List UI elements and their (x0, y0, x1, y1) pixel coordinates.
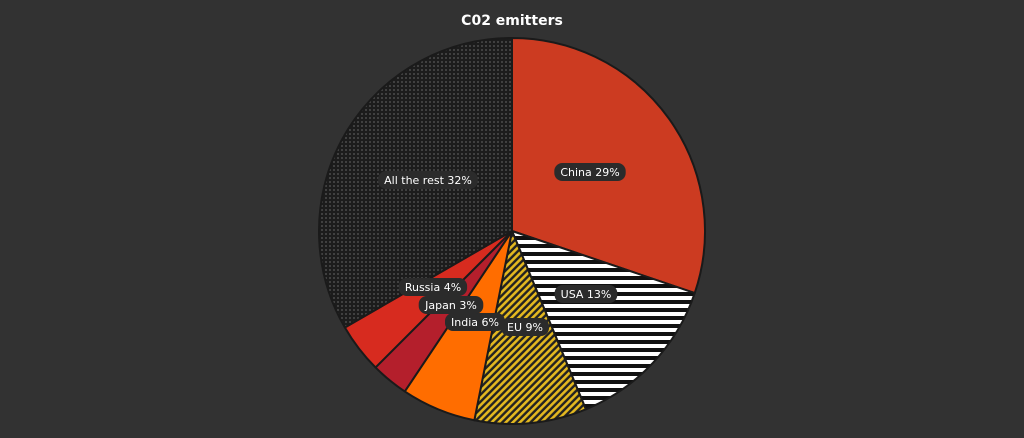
pie-label-background (418, 296, 484, 314)
chart-title: C02 emitters (461, 13, 563, 29)
pie-label-background (398, 278, 468, 296)
pie-label-text: China 29% (560, 166, 619, 179)
pie-label-background (554, 163, 626, 181)
pie-label-text: Russia 4% (405, 281, 461, 294)
pie-label-text: EU 9% (507, 321, 543, 334)
pie-label-russia: Russia 4% (398, 278, 468, 296)
pie-label-background (501, 318, 549, 336)
pie-label-text: Japan 3% (424, 299, 477, 312)
pie-label-text: USA 13% (561, 288, 612, 301)
pie-label-background (378, 171, 478, 189)
pie-label-eu: EU 9% (501, 318, 549, 336)
pie-label-text: All the rest 32% (384, 174, 472, 187)
pie-labels: China 29% USA 13% EU 9% India 6% Japan 3% Rus… (378, 163, 626, 336)
pie-label-background (554, 285, 618, 303)
pie-label-japan: Japan 3% (418, 296, 484, 314)
pie-label-all-the-rest: All the rest 32% (378, 171, 478, 189)
pie-label-china: China 29% (554, 163, 626, 181)
pie-label-background (445, 313, 505, 331)
pie-label-text: India 6% (451, 316, 499, 329)
pie-slice-usa (511, 230, 696, 411)
pie-slices (318, 37, 706, 425)
pie-label-usa: USA 13% (554, 285, 618, 303)
pie-label-india: India 6% (445, 313, 505, 331)
